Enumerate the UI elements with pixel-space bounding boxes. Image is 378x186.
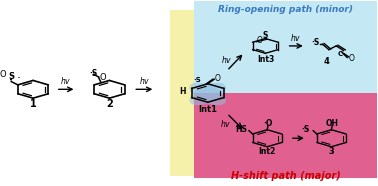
Text: 4: 4: [324, 57, 330, 65]
Text: S: S: [263, 31, 268, 41]
Text: O: O: [215, 74, 221, 83]
Text: $hv$: $hv$: [221, 54, 232, 65]
Text: H-shift path (major): H-shift path (major): [231, 171, 341, 181]
Text: O: O: [0, 70, 6, 79]
Text: ·S: ·S: [89, 69, 97, 78]
Text: ·S: ·S: [311, 38, 320, 47]
Text: O: O: [349, 54, 355, 63]
Text: Int2: Int2: [259, 147, 276, 156]
Ellipse shape: [189, 83, 226, 105]
Text: O: O: [99, 73, 106, 82]
Bar: [194, 1, 377, 93]
Text: 1: 1: [30, 99, 36, 109]
Text: $hv$: $hv$: [220, 118, 232, 129]
Text: $hv$: $hv$: [290, 32, 302, 43]
Ellipse shape: [189, 83, 226, 105]
Text: $hv$: $hv$: [139, 75, 150, 86]
Text: OH: OH: [326, 119, 339, 128]
Text: Ring-opening path (minor): Ring-opening path (minor): [218, 5, 353, 14]
Text: S: S: [8, 72, 14, 81]
Bar: [170, 10, 227, 176]
Text: O: O: [256, 36, 262, 44]
Text: ·: ·: [17, 72, 20, 85]
Text: Int3: Int3: [257, 55, 274, 64]
Bar: [194, 93, 377, 178]
Text: C: C: [338, 51, 343, 57]
Text: ·O: ·O: [263, 119, 273, 128]
Text: ·S: ·S: [302, 125, 310, 134]
Text: 3: 3: [328, 147, 334, 156]
Text: HS: HS: [235, 125, 248, 134]
Text: $hv$: $hv$: [60, 75, 72, 86]
Text: H: H: [180, 87, 186, 96]
Text: Int1: Int1: [198, 105, 217, 114]
Text: 2: 2: [106, 99, 113, 109]
Text: ·S: ·S: [194, 77, 201, 83]
